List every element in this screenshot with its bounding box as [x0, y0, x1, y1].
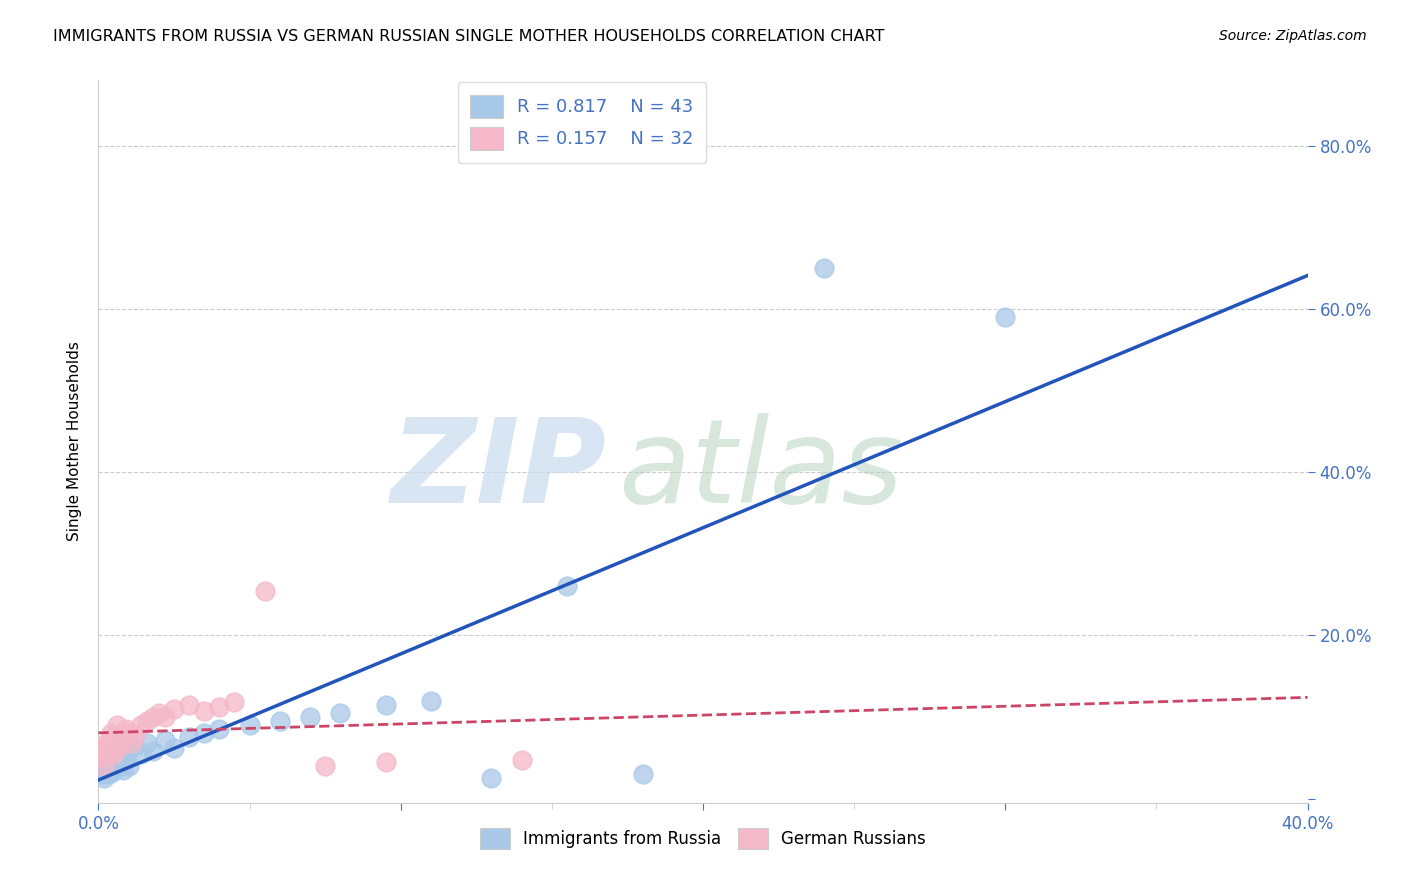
Point — [100, 749, 122, 764]
Point — [111, 755, 134, 769]
Point — [135, 736, 157, 750]
Point — [90, 767, 112, 781]
Point — [148, 706, 170, 720]
Point — [105, 752, 128, 766]
Point — [93, 772, 115, 786]
Point — [90, 743, 112, 757]
Point — [105, 718, 128, 732]
Point — [93, 739, 115, 753]
Point — [193, 726, 215, 740]
Point — [111, 763, 134, 777]
Point — [100, 755, 122, 769]
Point — [96, 752, 118, 766]
Point — [555, 579, 578, 593]
Point — [208, 700, 231, 714]
Point — [90, 761, 112, 775]
Point — [96, 747, 118, 761]
Text: IMMIGRANTS FROM RUSSIA VS GERMAN RUSSIAN SINGLE MOTHER HOUSEHOLDS CORRELATION CH: IMMIGRANTS FROM RUSSIA VS GERMAN RUSSIAN… — [53, 29, 884, 44]
Point — [118, 726, 141, 740]
Point — [100, 743, 122, 757]
Point — [96, 761, 118, 775]
Point — [111, 731, 134, 745]
Point — [179, 698, 201, 712]
Point — [129, 747, 152, 761]
Point — [100, 765, 122, 780]
Point — [93, 757, 115, 772]
Point — [93, 759, 115, 773]
Point — [163, 741, 186, 756]
Point — [994, 310, 1017, 324]
Y-axis label: Single Mother Households: Single Mother Households — [66, 342, 82, 541]
Point — [108, 759, 131, 773]
Point — [121, 736, 143, 750]
Point — [135, 714, 157, 728]
Point — [129, 718, 152, 732]
Point — [105, 734, 128, 748]
Point — [142, 744, 165, 758]
Point — [374, 698, 396, 712]
Point — [103, 757, 125, 772]
Point — [420, 694, 443, 708]
Point — [108, 739, 131, 753]
Point — [153, 710, 176, 724]
Point — [153, 733, 176, 747]
Point — [105, 761, 128, 775]
Point — [299, 710, 322, 724]
Point — [224, 695, 246, 709]
Point — [193, 704, 215, 718]
Point — [114, 751, 136, 765]
Legend: Immigrants from Russia, German Russians: Immigrants from Russia, German Russians — [474, 822, 932, 856]
Point — [208, 723, 231, 737]
Point — [108, 744, 131, 758]
Point — [103, 763, 125, 777]
Point — [142, 710, 165, 724]
Point — [329, 706, 352, 720]
Point — [374, 755, 396, 769]
Text: atlas: atlas — [619, 413, 904, 527]
Point — [481, 772, 503, 786]
Point — [93, 763, 115, 777]
Point — [118, 743, 141, 757]
Point — [103, 747, 125, 761]
Point — [510, 752, 533, 766]
Point — [163, 702, 186, 716]
Point — [813, 261, 835, 276]
Point — [253, 583, 276, 598]
Point — [118, 759, 141, 773]
Point — [124, 728, 146, 742]
Point — [124, 739, 146, 753]
Point — [314, 759, 336, 773]
Text: Source: ZipAtlas.com: Source: ZipAtlas.com — [1219, 29, 1367, 43]
Point — [179, 731, 201, 745]
Point — [103, 731, 125, 745]
Point — [96, 767, 118, 781]
Text: ZIP: ZIP — [391, 413, 606, 528]
Point — [239, 718, 262, 732]
Point — [114, 723, 136, 737]
Point — [96, 734, 118, 748]
Point — [269, 714, 291, 728]
Point — [100, 726, 122, 740]
Point — [103, 747, 125, 761]
Point — [90, 751, 112, 765]
Point — [631, 767, 654, 781]
